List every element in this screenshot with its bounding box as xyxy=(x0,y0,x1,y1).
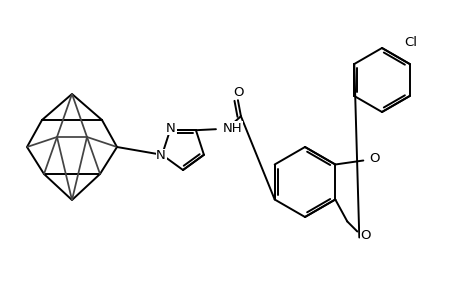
Text: O: O xyxy=(359,229,370,242)
Text: O: O xyxy=(233,86,244,99)
Text: O: O xyxy=(369,152,379,165)
Text: N: N xyxy=(156,149,166,162)
Text: Cl: Cl xyxy=(403,35,416,49)
Text: N: N xyxy=(166,122,175,135)
Text: NH: NH xyxy=(223,122,242,135)
